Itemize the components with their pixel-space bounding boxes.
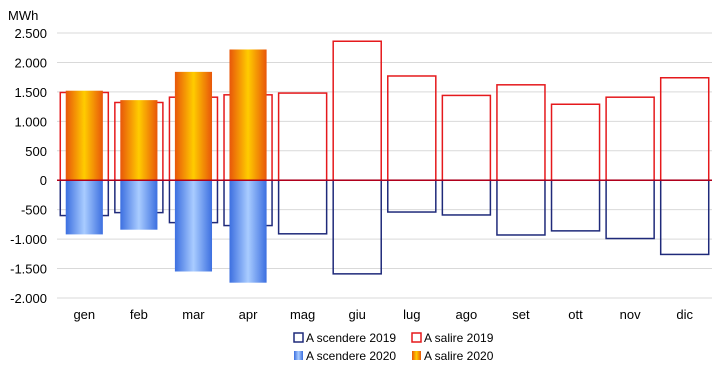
bar-scendere-2019 [550,179,601,232]
x-tick-label: ago [456,307,478,322]
bar-salire-2020 [174,71,213,181]
y-tick-label: -2.000 [10,291,47,306]
bar-scendere-2020 [174,180,213,272]
bar-salire-2020 [65,90,103,181]
legend-swatch [294,351,303,360]
x-tick-label: mag [290,307,315,322]
y-tick-label: 1.500 [14,85,47,100]
bars-2020 [65,49,267,283]
x-tick-label: ott [568,307,583,322]
bar-salire-2020 [120,100,158,181]
bar-salire-2019 [550,103,601,181]
bar-scendere-2019 [387,179,437,213]
bar-scendere-2020 [229,180,267,283]
y-axis-unit: MWh [8,8,38,23]
y-tick-label: 0 [40,173,47,188]
y-tick-label: -1.500 [10,262,47,277]
bar-salire-2020 [229,49,267,181]
legend: A scendere 2019 A salire 2019 A scendere 2… [293,331,494,363]
grid-lines [57,32,712,299]
legend-label: A scendere 2019 [306,331,396,345]
x-tick-label: lug [403,307,420,322]
y-tick-labels: -2.000 -1.500 -1.000 -500 0 500 1.000 1.500 2.00… [10,26,47,306]
legend-label: A salire 2019 [424,331,494,345]
bar-scendere-2020 [65,180,103,235]
bar-salire-2019 [496,84,546,181]
y-tick-label: -500 [21,203,47,218]
bar-scendere-2020 [120,180,158,230]
bar-salire-2019 [277,92,328,181]
x-tick-label: giu [349,307,366,322]
y-tick-label: 1.000 [14,114,47,129]
x-tick-label: feb [130,307,148,322]
legend-swatch [411,332,422,343]
x-tick-label: set [512,307,530,322]
legend-label: A scendere 2020 [306,349,396,363]
y-tick-label: -1.000 [10,232,47,247]
y-tick-label: 2.000 [14,55,47,70]
bar-salire-2019 [441,94,492,181]
legend-label: A salire 2020 [424,349,494,363]
x-tick-label: mar [182,307,205,322]
y-tick-label: 500 [25,144,47,159]
legend-swatch [412,351,421,360]
bar-scendere-2019 [659,179,710,256]
x-tick-label: nov [620,307,641,322]
bar-scendere-2019 [332,179,382,275]
x-tick-label: dic [676,307,693,322]
bar-scendere-2019 [496,179,546,236]
legend-swatch [293,332,304,343]
x-tick-label: apr [239,307,258,322]
bar-salire-2019 [659,77,710,181]
x-tick-labels: gen feb mar apr mag giu lug ago set ott nov dic [73,307,693,322]
bar-salire-2019 [605,96,655,181]
y-tick-label: 2.500 [14,26,47,41]
x-tick-label: gen [73,307,95,322]
bar-scendere-2019 [277,179,328,235]
